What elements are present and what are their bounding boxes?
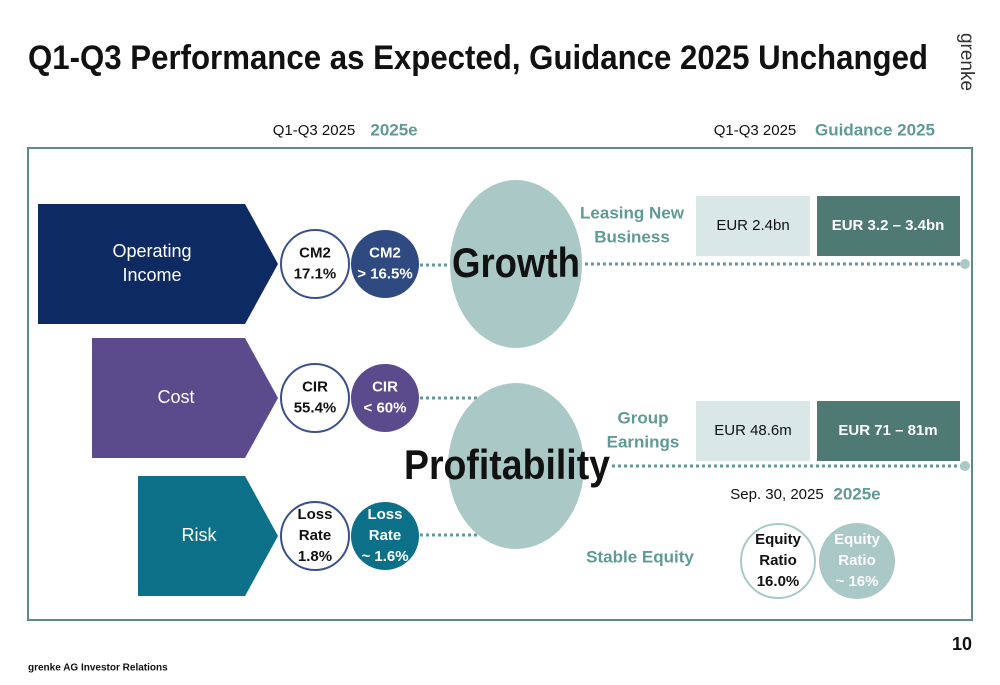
footer-source: grenke AG Investor Relations — [28, 663, 168, 674]
actual-value: CIR — [302, 378, 328, 395]
page-number: 10 — [952, 634, 972, 654]
logo: grenke — [956, 33, 977, 91]
expected-value: CIR — [372, 378, 398, 395]
driver-label: Risk — [182, 525, 218, 545]
theme-circle — [450, 180, 582, 348]
equity-actual: Ratio — [759, 552, 797, 569]
actual-circle — [280, 501, 350, 571]
expected-circle — [351, 230, 419, 298]
kpi-box — [696, 401, 810, 461]
frame — [27, 147, 973, 621]
actual-value: CM2 — [299, 244, 331, 261]
equity-expected: Ratio — [838, 552, 876, 569]
actual-circle — [280, 229, 350, 299]
kpi-actual: EUR 2.4bn — [716, 217, 789, 234]
kpi-label: Earnings — [607, 432, 680, 451]
actual-value: 55.4% — [294, 399, 337, 416]
driver-arrow — [92, 338, 278, 458]
actual-value: 17.1% — [294, 265, 337, 282]
title: Q1-Q3 Performance as Expected, Guidance … — [28, 39, 928, 77]
connectors — [420, 259, 970, 537]
kpi-box — [817, 196, 960, 256]
expected-value: > 16.5% — [357, 265, 412, 282]
expected-circle — [351, 502, 419, 570]
expected-value: ~ 1.6% — [361, 548, 408, 565]
equity-expected: Equity — [834, 531, 880, 548]
driver-label: Cost — [157, 387, 194, 407]
driver-label: Income — [122, 265, 181, 285]
actual-value: 1.8% — [298, 548, 332, 565]
equity-actual: Equity — [755, 531, 801, 548]
theme-circle — [448, 383, 584, 549]
expected-value: < 60% — [364, 399, 407, 416]
actual-value: Rate — [299, 527, 332, 544]
column-heading: Sep. 30, 2025 — [730, 486, 823, 503]
column-heading: Q1-Q3 2025 — [714, 122, 797, 139]
equity-actual: 16.0% — [757, 573, 800, 590]
kpi-box — [817, 401, 960, 461]
kpi-label: Business — [594, 227, 670, 246]
driver-arrow — [38, 204, 278, 324]
kpi-label: Group — [618, 408, 669, 427]
driver-label: Operating — [112, 241, 191, 261]
theme-label: Profitability — [404, 441, 611, 488]
expected-value: CM2 — [369, 244, 401, 261]
actual-circle — [280, 363, 350, 433]
column-heading: Guidance 2025 — [815, 120, 935, 139]
column-heading: 2025e — [833, 484, 880, 503]
kpi-guidance: EUR 71 – 81m — [838, 422, 937, 439]
equity-circle — [819, 523, 895, 599]
kpi-guidance: EUR 3.2 – 3.4bn — [832, 217, 945, 234]
theme-label: Growth — [452, 239, 580, 286]
column-heading: 2025e — [370, 120, 417, 139]
expected-value: Loss — [367, 506, 402, 523]
equity-label: Stable Equity — [586, 547, 694, 566]
column-heading: Q1-Q3 2025 — [273, 122, 356, 139]
expected-circle — [351, 364, 419, 432]
kpi-box — [696, 196, 810, 256]
kpi-actual: EUR 48.6m — [714, 422, 792, 439]
equity-expected: ~ 16% — [836, 573, 879, 590]
equity-circle — [740, 523, 816, 599]
kpi-label: Leasing New — [580, 203, 685, 222]
expected-value: Rate — [369, 527, 402, 544]
driver-arrow — [138, 476, 278, 596]
actual-value: Loss — [297, 506, 332, 523]
